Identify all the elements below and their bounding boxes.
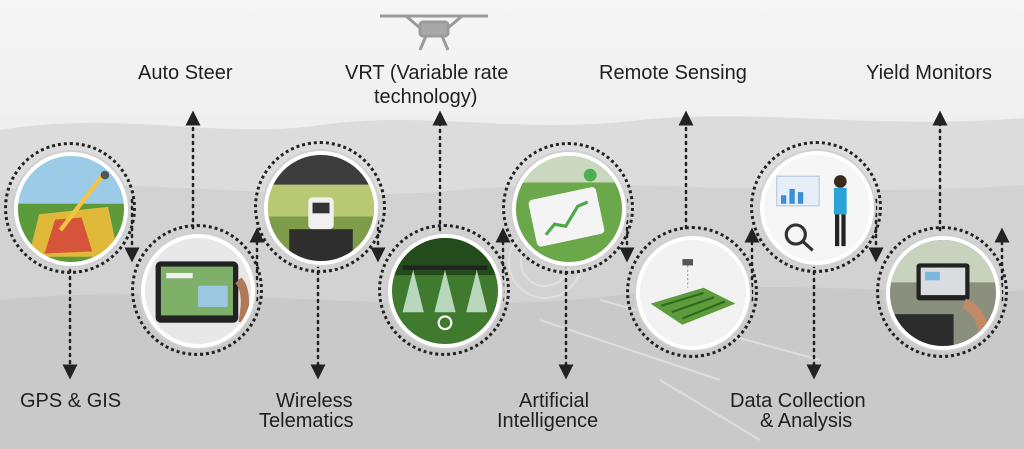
label-ai-line2: Intelligence <box>497 410 599 432</box>
data-ring <box>750 141 882 273</box>
tractor-cab-image <box>264 151 378 265</box>
label-yield-monitors: Yield Monitors <box>866 62 992 84</box>
yield-monitor-image <box>886 236 1000 350</box>
label-vrt-line2: technology) <box>374 86 478 108</box>
remote-ring <box>626 226 758 358</box>
label-remote-sensing: Remote Sensing <box>599 62 747 84</box>
vrt-ring <box>378 224 510 356</box>
label-vrt-line1: VRT (Variable rate <box>345 62 509 84</box>
tablet-display-image <box>141 234 255 348</box>
data-analyst-image <box>760 151 874 265</box>
wireless-ring <box>254 141 386 273</box>
label-gps-gis: GPS & GIS <box>20 390 122 412</box>
satellite-field-image <box>636 236 750 350</box>
yield-ring <box>876 226 1008 358</box>
autosteer-ring <box>131 224 263 356</box>
label-data-line1: Data Collection <box>730 390 866 412</box>
label-wireless-line2: Telematics <box>259 410 354 432</box>
gps-field-map-image <box>14 152 128 266</box>
label-ai-line1: Artificial <box>519 390 590 412</box>
drone-icon <box>380 14 488 51</box>
label-wireless-line1: Wireless <box>276 390 353 412</box>
crop-sprayer-image <box>388 234 502 348</box>
label-auto-steer: Auto Steer <box>138 62 233 84</box>
ai-ring <box>502 142 634 274</box>
ai-tablet-image <box>512 152 626 266</box>
gps-ring <box>4 142 136 274</box>
label-data-line2: & Analysis <box>760 410 853 432</box>
